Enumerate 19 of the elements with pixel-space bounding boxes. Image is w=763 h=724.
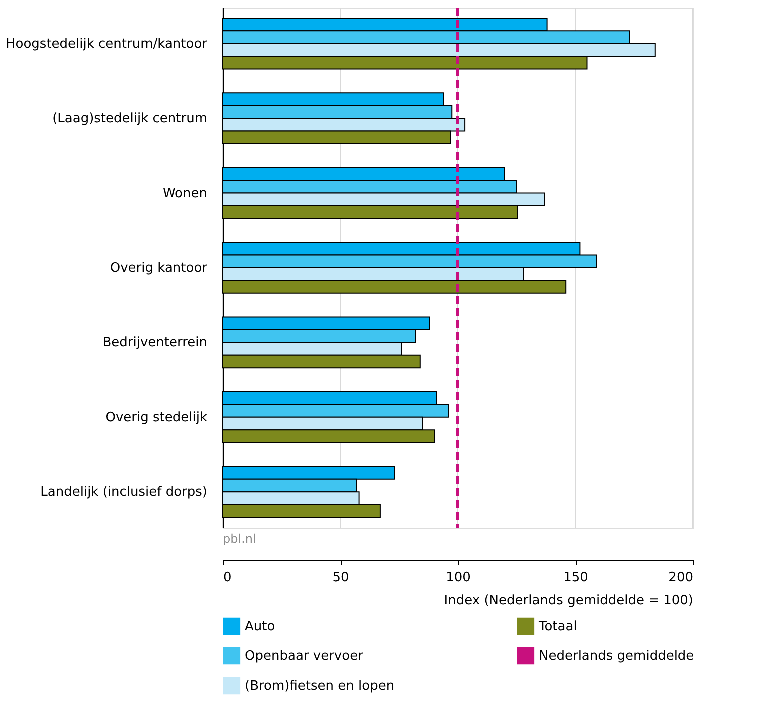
y-tick-label: Wonen bbox=[162, 186, 208, 202]
legend-label: Auto bbox=[245, 619, 276, 634]
y-tick-label: Overig kantoor bbox=[110, 261, 208, 276]
legend-label: Nederlands gemiddelde bbox=[539, 649, 694, 664]
y-tick-label: Hoogstedelijk centrum/kantoor bbox=[6, 36, 208, 52]
x-tick-label: 200 bbox=[668, 570, 694, 586]
x-tick-label: 100 bbox=[446, 570, 471, 586]
legend-label: (Brom)fietsen en lopen bbox=[245, 679, 395, 694]
y-tick-label: Overig stedelijk bbox=[106, 410, 208, 426]
y-tick-label: Landelijk (inclusief dorps) bbox=[40, 485, 208, 500]
x-tick-label: 50 bbox=[332, 570, 350, 586]
y-tick-label: Bedrijventerrein bbox=[102, 336, 208, 351]
x-axis-title: Index (Nederlands gemiddelde = 100) bbox=[444, 594, 694, 608]
legend-label: Totaal bbox=[538, 619, 578, 634]
text: pbl.nl bbox=[223, 532, 256, 546]
y-tick-label: (Laag)stedelijk centrum bbox=[52, 112, 208, 127]
x-tick-label: 0 bbox=[224, 570, 232, 586]
legend-label: Openbaar vervoer bbox=[245, 649, 364, 664]
x-tick-label: 150 bbox=[564, 570, 588, 586]
